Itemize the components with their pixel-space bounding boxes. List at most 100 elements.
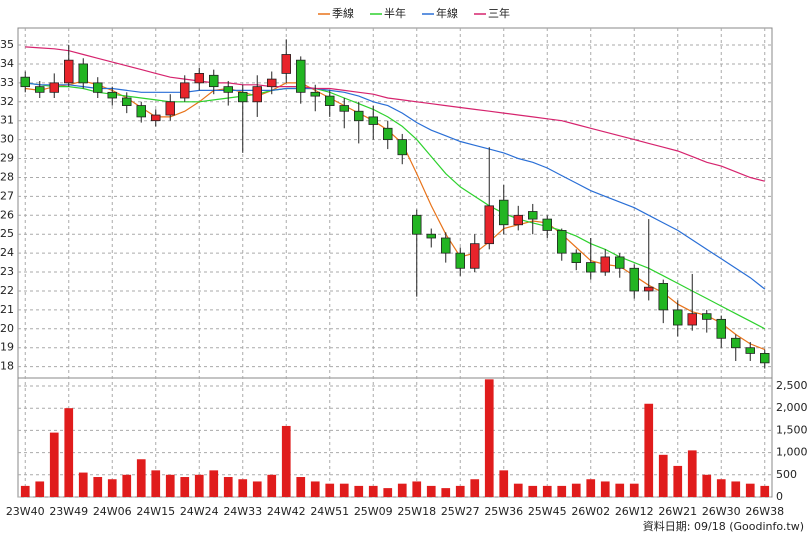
y2-tick-label: 2,000 xyxy=(776,401,808,414)
candle-body xyxy=(615,256,625,269)
volume-bar xyxy=(238,479,248,497)
ma-line xyxy=(25,82,766,330)
candle-body xyxy=(324,95,335,106)
candle-body xyxy=(165,101,175,116)
volume-bar xyxy=(64,408,74,497)
candle-body xyxy=(498,199,509,226)
volume-bar xyxy=(151,470,161,497)
volume-bar xyxy=(673,465,683,497)
volume-bar xyxy=(180,477,190,497)
volume-bar xyxy=(93,477,103,497)
candle-body xyxy=(702,313,712,320)
candle-body xyxy=(49,82,60,93)
y-tick-label: 23 xyxy=(0,265,14,278)
y-tick-label: 35 xyxy=(0,38,14,51)
candle-body xyxy=(745,347,756,354)
y2-tick-label: 2,500 xyxy=(776,379,808,392)
legend-label: 季線 xyxy=(332,6,354,20)
candle-body xyxy=(731,337,741,349)
y-tick-label: 25 xyxy=(0,227,14,240)
candle-body xyxy=(223,86,233,93)
ma-line xyxy=(25,82,766,290)
candle-body xyxy=(150,114,161,122)
y-tick-label: 33 xyxy=(0,76,14,89)
y-tick-label: 30 xyxy=(0,133,14,146)
x-tick-label: 25W36 xyxy=(484,505,523,518)
volume-bar xyxy=(223,477,233,497)
volume-bar xyxy=(325,483,335,497)
legend-label: 三年 xyxy=(488,6,510,20)
y-tick-label: 21 xyxy=(0,303,14,316)
volume-bar xyxy=(281,425,291,497)
x-tick-label: 23W49 xyxy=(49,505,88,518)
volume-bar xyxy=(267,474,277,497)
volume-bar xyxy=(107,479,117,497)
candle-body xyxy=(542,218,553,231)
volume-bar xyxy=(716,479,726,497)
candle-body xyxy=(93,82,103,93)
volume-bar xyxy=(49,432,59,497)
candle-body xyxy=(658,283,669,311)
x-tick-label: 26W38 xyxy=(745,505,784,518)
y-tick-label: 26 xyxy=(0,208,14,221)
candle-body xyxy=(586,262,596,273)
volume-bar xyxy=(252,481,262,497)
candle-body xyxy=(368,116,378,125)
volume-bar xyxy=(20,485,30,497)
y-tick-label: 20 xyxy=(0,322,14,335)
x-tick-label: 26W21 xyxy=(658,505,697,518)
x-tick-label: 26W02 xyxy=(571,505,610,518)
volume-bar xyxy=(136,459,146,497)
candle-body xyxy=(426,233,436,239)
candle-body xyxy=(252,86,262,103)
y-tick-label: 22 xyxy=(0,284,14,297)
x-tick-label: 26W30 xyxy=(702,505,741,518)
y-tick-label: 29 xyxy=(0,152,14,165)
legend-label: 半年 xyxy=(384,6,406,20)
volume-bar xyxy=(383,488,393,497)
volume-bar xyxy=(397,483,407,497)
y-tick-label: 27 xyxy=(0,189,14,202)
y-tick-label: 34 xyxy=(0,57,14,70)
candle-body xyxy=(122,97,132,106)
volume-bar xyxy=(412,481,422,497)
volume-bar xyxy=(586,479,596,497)
candle-body xyxy=(20,76,30,88)
candle-body xyxy=(208,74,219,88)
y-tick-label: 24 xyxy=(0,246,14,259)
candle-body xyxy=(194,73,204,84)
volume-bar xyxy=(499,470,509,497)
volume-bar xyxy=(165,474,175,497)
candle-body xyxy=(455,252,465,269)
volume-bar xyxy=(687,450,697,497)
candle-body xyxy=(716,318,727,339)
volume-bar xyxy=(484,379,494,497)
y2-tick-label: 1,000 xyxy=(776,446,808,459)
x-tick-label: 24W24 xyxy=(180,505,219,518)
candle-body xyxy=(469,243,480,269)
candle-body xyxy=(382,127,393,141)
candle-body xyxy=(513,214,524,226)
y-tick-label: 18 xyxy=(0,360,14,373)
volume-bar xyxy=(658,454,668,497)
candle-body xyxy=(629,267,640,292)
candle-body xyxy=(411,214,422,235)
y-tick-label: 31 xyxy=(0,114,14,127)
volume-bar xyxy=(426,485,436,497)
candle-body xyxy=(237,91,248,103)
candle-body xyxy=(353,110,364,122)
volume-bar xyxy=(615,483,625,497)
volume-bar xyxy=(760,485,770,497)
x-tick-label: 23W40 xyxy=(6,505,45,518)
candle-body xyxy=(557,230,567,254)
volume-bar xyxy=(702,474,712,497)
volume-bar xyxy=(78,472,88,497)
ma-line xyxy=(25,46,765,182)
candle-body xyxy=(266,78,277,88)
volume-bar xyxy=(194,474,204,497)
y2-tick-label: 500 xyxy=(776,468,797,481)
volume-bar xyxy=(557,485,567,497)
volume-bar xyxy=(455,485,465,497)
source-note: 資料日期: 09/18 (Goodinfo.tw) xyxy=(643,519,804,533)
